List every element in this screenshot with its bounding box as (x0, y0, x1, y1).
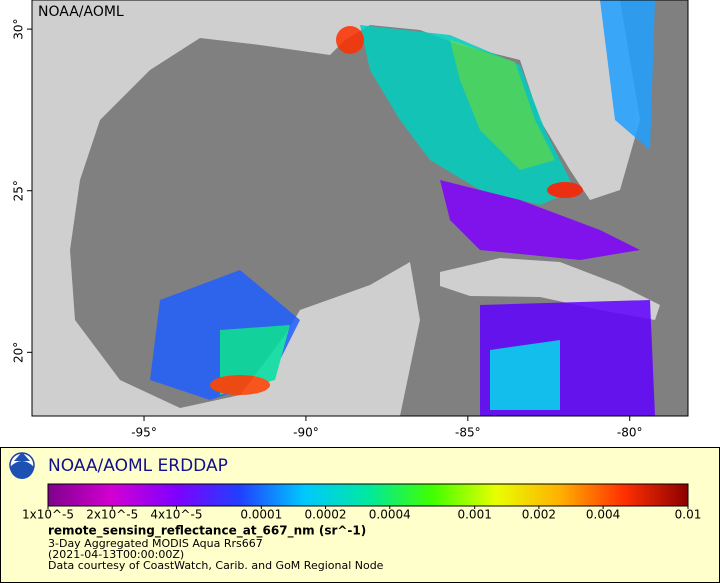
variable-name: remote_sensing_reflectance_at_667_nm (sr… (48, 524, 366, 539)
x-tick-label: -80° (617, 426, 643, 440)
colorbar-tick-label: 0.01 (675, 508, 702, 522)
legend-title: NOAA/AOML ERDDAP (48, 456, 228, 476)
colorbar-tick-label: 2x10^-5 (86, 508, 138, 522)
legend-panel (0, 447, 720, 583)
colorbar-tick-label: 4x10^-5 (150, 508, 202, 522)
map-frame (31, 0, 689, 417)
map-label: NOAA/AOML (38, 4, 124, 20)
legend-line: (2021-04-13T00:00:00Z) (48, 548, 184, 561)
colorbar-tick-label: 0.001 (457, 508, 491, 522)
reflectance-field (150, 0, 655, 416)
colorbar-tick-label: 1x10^-5 (22, 508, 74, 522)
x-tick-label: -95° (131, 426, 157, 440)
colorbar-tick-label: 0.0002 (305, 508, 347, 522)
map (32, 0, 688, 416)
legend-line: 3-Day Aggregated MODIS Aqua Rrs667 (48, 537, 263, 550)
colorbar-tick-label: 0.0004 (369, 508, 411, 522)
y-tick-label: 20° (12, 342, 26, 363)
x-tick-label: -85° (455, 426, 481, 440)
colorbar-tick-label: 0.004 (586, 508, 620, 522)
colorbar-tick-label: 0.0001 (240, 508, 282, 522)
noaa-logo (9, 452, 35, 479)
colorbar-tick-label: 0.002 (522, 508, 556, 522)
color-bar (47, 483, 689, 507)
y-tick-label: 25° (12, 180, 26, 201)
x-tick-label: -90° (293, 426, 319, 440)
legend-line: Data courtesy of CoastWatch, Carib. and … (48, 559, 384, 572)
y-tick-label: 30° (11, 18, 25, 39)
